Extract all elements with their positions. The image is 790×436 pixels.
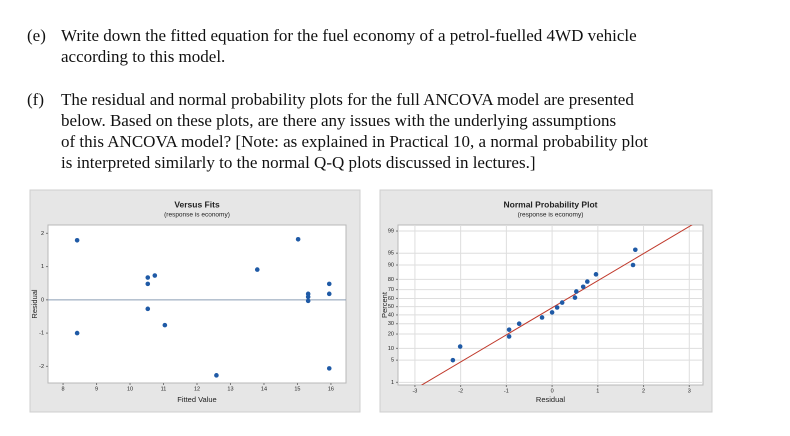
data-point (326, 366, 332, 371)
x-tick-label: 2 (642, 388, 645, 394)
data-point (593, 272, 599, 277)
data-point (506, 334, 512, 339)
x-tick-label: 3 (688, 388, 691, 394)
data-point (326, 281, 332, 287)
x-tick-label: 16 (328, 386, 334, 392)
question-label: (f) (27, 90, 44, 109)
data-point (305, 291, 311, 297)
data-point (254, 267, 260, 272)
chart-title: Versus Fits (174, 199, 220, 209)
x-tick-label: 13 (227, 386, 233, 392)
chart-subtitle: (response is economy) (164, 212, 230, 219)
data-point (630, 262, 636, 268)
data-point (74, 238, 80, 243)
data-point (506, 327, 512, 332)
data-point (516, 321, 522, 327)
chart-subtitle: (response is economy) (518, 212, 584, 219)
x-tick-label: 0 (551, 388, 554, 394)
data-point (326, 291, 332, 297)
text-line: is interpreted similarly to the normal Q… (61, 153, 536, 172)
y-tick-label: 50 (388, 304, 394, 310)
y-tick-label: 70 (388, 287, 394, 293)
x-axis-label: Residual (536, 395, 566, 404)
data-point (74, 330, 80, 336)
data-point (539, 315, 545, 320)
data-point (633, 247, 638, 253)
data-point (305, 298, 311, 304)
y-tick-label: 10 (388, 346, 394, 352)
y-tick-label: 30 (388, 321, 394, 327)
data-point (152, 273, 158, 278)
data-point (559, 300, 565, 305)
x-tick-label: 10 (127, 386, 133, 392)
data-point (580, 284, 586, 290)
text-line: of this ANCOVA model? [Note: as explaine… (61, 132, 649, 151)
y-tick-label: 0 (41, 297, 44, 303)
x-tick-label: 8 (62, 386, 65, 392)
y-axis-label: Residual (30, 289, 39, 319)
x-tick-label: 14 (261, 386, 267, 392)
x-tick-label: 11 (161, 386, 167, 392)
x-tick-label: 1 (596, 388, 599, 394)
text-line: The residual and normal probability plot… (61, 90, 634, 109)
question-text: The residual and normal probability plot… (61, 89, 648, 173)
data-point (295, 237, 301, 242)
y-tick-label: 80 (388, 277, 394, 283)
data-point (145, 275, 151, 280)
text-line: Write down the fitted equation for the f… (61, 26, 637, 45)
y-tick-label: 40 (388, 312, 394, 318)
data-point (574, 289, 579, 294)
x-tick-label: 15 (294, 386, 300, 392)
x-axis-label: Fitted Value (177, 395, 216, 404)
y-tick-label: 60 (388, 296, 394, 302)
data-point (457, 344, 463, 349)
x-tick-label: 12 (194, 386, 200, 392)
question-text: Write down the fitted equation for the f… (61, 25, 637, 67)
plot-area (397, 224, 704, 386)
x-tick-label: -3 (412, 388, 417, 394)
data-point (145, 306, 151, 312)
plot-area (47, 224, 347, 384)
x-tick-label: -2 (458, 388, 463, 394)
question-label: (e) (27, 26, 46, 45)
y-axis-label: Percent (380, 291, 389, 318)
data-point (450, 357, 456, 363)
y-tick-label: 99 (388, 228, 394, 234)
x-tick-label: -1 (504, 388, 509, 394)
text-line: according to this model. (61, 47, 226, 66)
y-tick-label: 95 (388, 251, 394, 257)
x-tick-label: 9 (95, 386, 98, 392)
data-point (214, 373, 219, 378)
y-tick-label: 90 (388, 262, 394, 268)
y-tick-label: 1 (391, 380, 394, 386)
data-point (549, 310, 555, 315)
y-tick-label: 20 (388, 331, 394, 337)
fit-line (420, 225, 693, 385)
y-tick-label: -1 (39, 331, 44, 337)
y-tick-label: -2 (39, 364, 44, 370)
y-tick-label: 5 (391, 358, 394, 364)
data-point (162, 322, 168, 328)
y-tick-label: 2 (41, 231, 44, 237)
y-tick-label: 1 (41, 264, 44, 270)
data-point (554, 305, 560, 310)
data-point (145, 281, 151, 287)
text-line: below. Based on these plots, are there a… (61, 111, 617, 130)
data-point (572, 295, 578, 300)
data-point (585, 279, 590, 284)
chart-title: Normal Probability Plot (504, 199, 598, 209)
